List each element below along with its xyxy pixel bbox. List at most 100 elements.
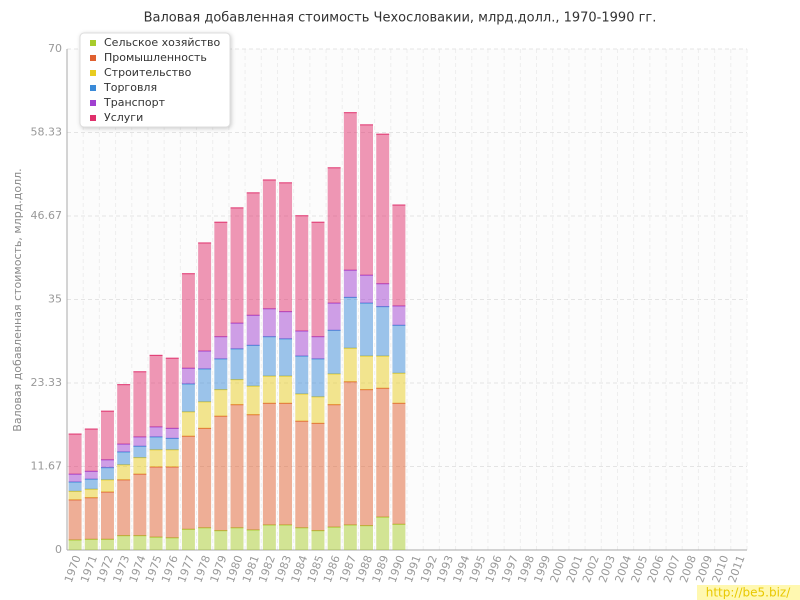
bar-segment	[68, 491, 82, 500]
bar-segment	[149, 537, 163, 550]
bar-segment	[181, 411, 195, 437]
bar-segment	[117, 464, 131, 480]
bar-segment	[327, 404, 341, 528]
bar-segment	[360, 389, 373, 526]
bar-segment	[311, 358, 325, 397]
bar-segment	[181, 368, 195, 384]
bar-segment	[214, 416, 228, 531]
bar-segment	[392, 325, 406, 374]
bar-segment	[262, 403, 276, 525]
bar-segment	[262, 179, 276, 309]
bar-segment	[392, 305, 406, 326]
bar-segment	[101, 492, 114, 540]
bar-segment	[181, 529, 195, 550]
bar-segment	[230, 379, 244, 405]
bar-segment	[360, 124, 373, 276]
bar-segment	[149, 426, 163, 437]
bar-segment	[279, 376, 293, 404]
legend-label: Строительство	[104, 66, 192, 79]
bar-segment	[117, 535, 131, 550]
bar-segment	[149, 355, 163, 427]
legend-label: Промышленность	[104, 51, 207, 64]
legend-label: Услуги	[104, 111, 143, 124]
bar-segment	[246, 414, 260, 530]
bar-segment	[376, 356, 390, 389]
legend-swatch	[90, 55, 96, 61]
legend-box	[79, 32, 231, 128]
y-tick-label: 35	[48, 293, 62, 306]
bar-segment	[165, 537, 179, 550]
bar-segment	[246, 529, 260, 550]
bar-segment	[392, 205, 406, 306]
bar-segment	[311, 336, 325, 359]
bar-segment	[327, 373, 341, 405]
bar-segment	[246, 345, 260, 387]
bar-segment	[181, 383, 195, 412]
bar-segment	[68, 539, 82, 550]
bar-segment	[311, 222, 325, 337]
bar-segment	[343, 524, 357, 550]
bar-segment	[68, 434, 82, 475]
bar-segment	[343, 112, 357, 271]
bar-segment	[262, 336, 276, 377]
bar-segment	[117, 384, 131, 445]
bar-segment	[117, 444, 131, 452]
bar-segment	[165, 428, 179, 439]
bar-segment	[117, 479, 131, 536]
watermark: http://be5.biz/	[706, 586, 791, 600]
bar-segment	[214, 336, 228, 359]
bar-segment	[214, 389, 228, 417]
legend-label: Сельское хозяйство	[104, 36, 220, 49]
bar-segment	[181, 273, 195, 369]
bar-segment	[392, 524, 406, 550]
bar-segment	[327, 330, 341, 374]
bar-segment	[149, 466, 163, 538]
watermark-bg	[697, 585, 800, 600]
bar-segment	[279, 403, 293, 525]
bar-segment	[214, 358, 228, 390]
y-tick-label: 11.67	[31, 459, 63, 472]
bar-segment	[295, 356, 309, 394]
legend-swatch	[90, 40, 96, 46]
bar-segment	[376, 517, 390, 550]
bar-segment	[149, 449, 163, 467]
y-tick-label: 46.67	[31, 209, 63, 222]
bar-segment	[327, 527, 341, 550]
bar-segment	[360, 356, 373, 390]
legend-swatch	[90, 100, 96, 106]
bar-segment	[311, 396, 325, 424]
plot: 011.6723.333546.6758.3370197019711972197…	[31, 32, 748, 584]
bar-segment	[279, 311, 293, 339]
bar-segment	[343, 270, 357, 298]
bar-segment	[262, 308, 276, 337]
bar-segment	[68, 474, 82, 483]
legend-label: Транспорт	[103, 96, 166, 109]
y-tick-label: 70	[48, 42, 62, 55]
bar-segment	[279, 524, 293, 550]
bar-segment	[360, 275, 373, 304]
bar-segment	[246, 315, 260, 346]
bar-segment	[392, 373, 406, 404]
y-tick-label: 23.33	[31, 376, 63, 389]
bar-segment	[198, 401, 212, 429]
legend: Сельское хозяйство Промышленность Строител…	[79, 32, 231, 128]
bar-segment	[246, 386, 260, 415]
bar-segment	[295, 215, 309, 331]
bar-segment	[230, 323, 244, 349]
bar-segment	[311, 423, 325, 531]
bar-segment	[295, 330, 309, 357]
bar-segment	[101, 459, 114, 468]
bar-segment	[246, 192, 260, 316]
bar-segment	[133, 436, 147, 447]
bar-segment	[133, 446, 147, 458]
bar-segment	[376, 388, 390, 518]
bar-segment	[343, 297, 357, 349]
bar-segment	[376, 134, 390, 284]
bar-segment	[343, 381, 357, 525]
bar-segment	[198, 428, 212, 528]
bar-segment	[376, 306, 390, 357]
bar-segment	[84, 497, 98, 540]
bar-segment	[165, 358, 179, 429]
bar-segment	[214, 530, 228, 550]
